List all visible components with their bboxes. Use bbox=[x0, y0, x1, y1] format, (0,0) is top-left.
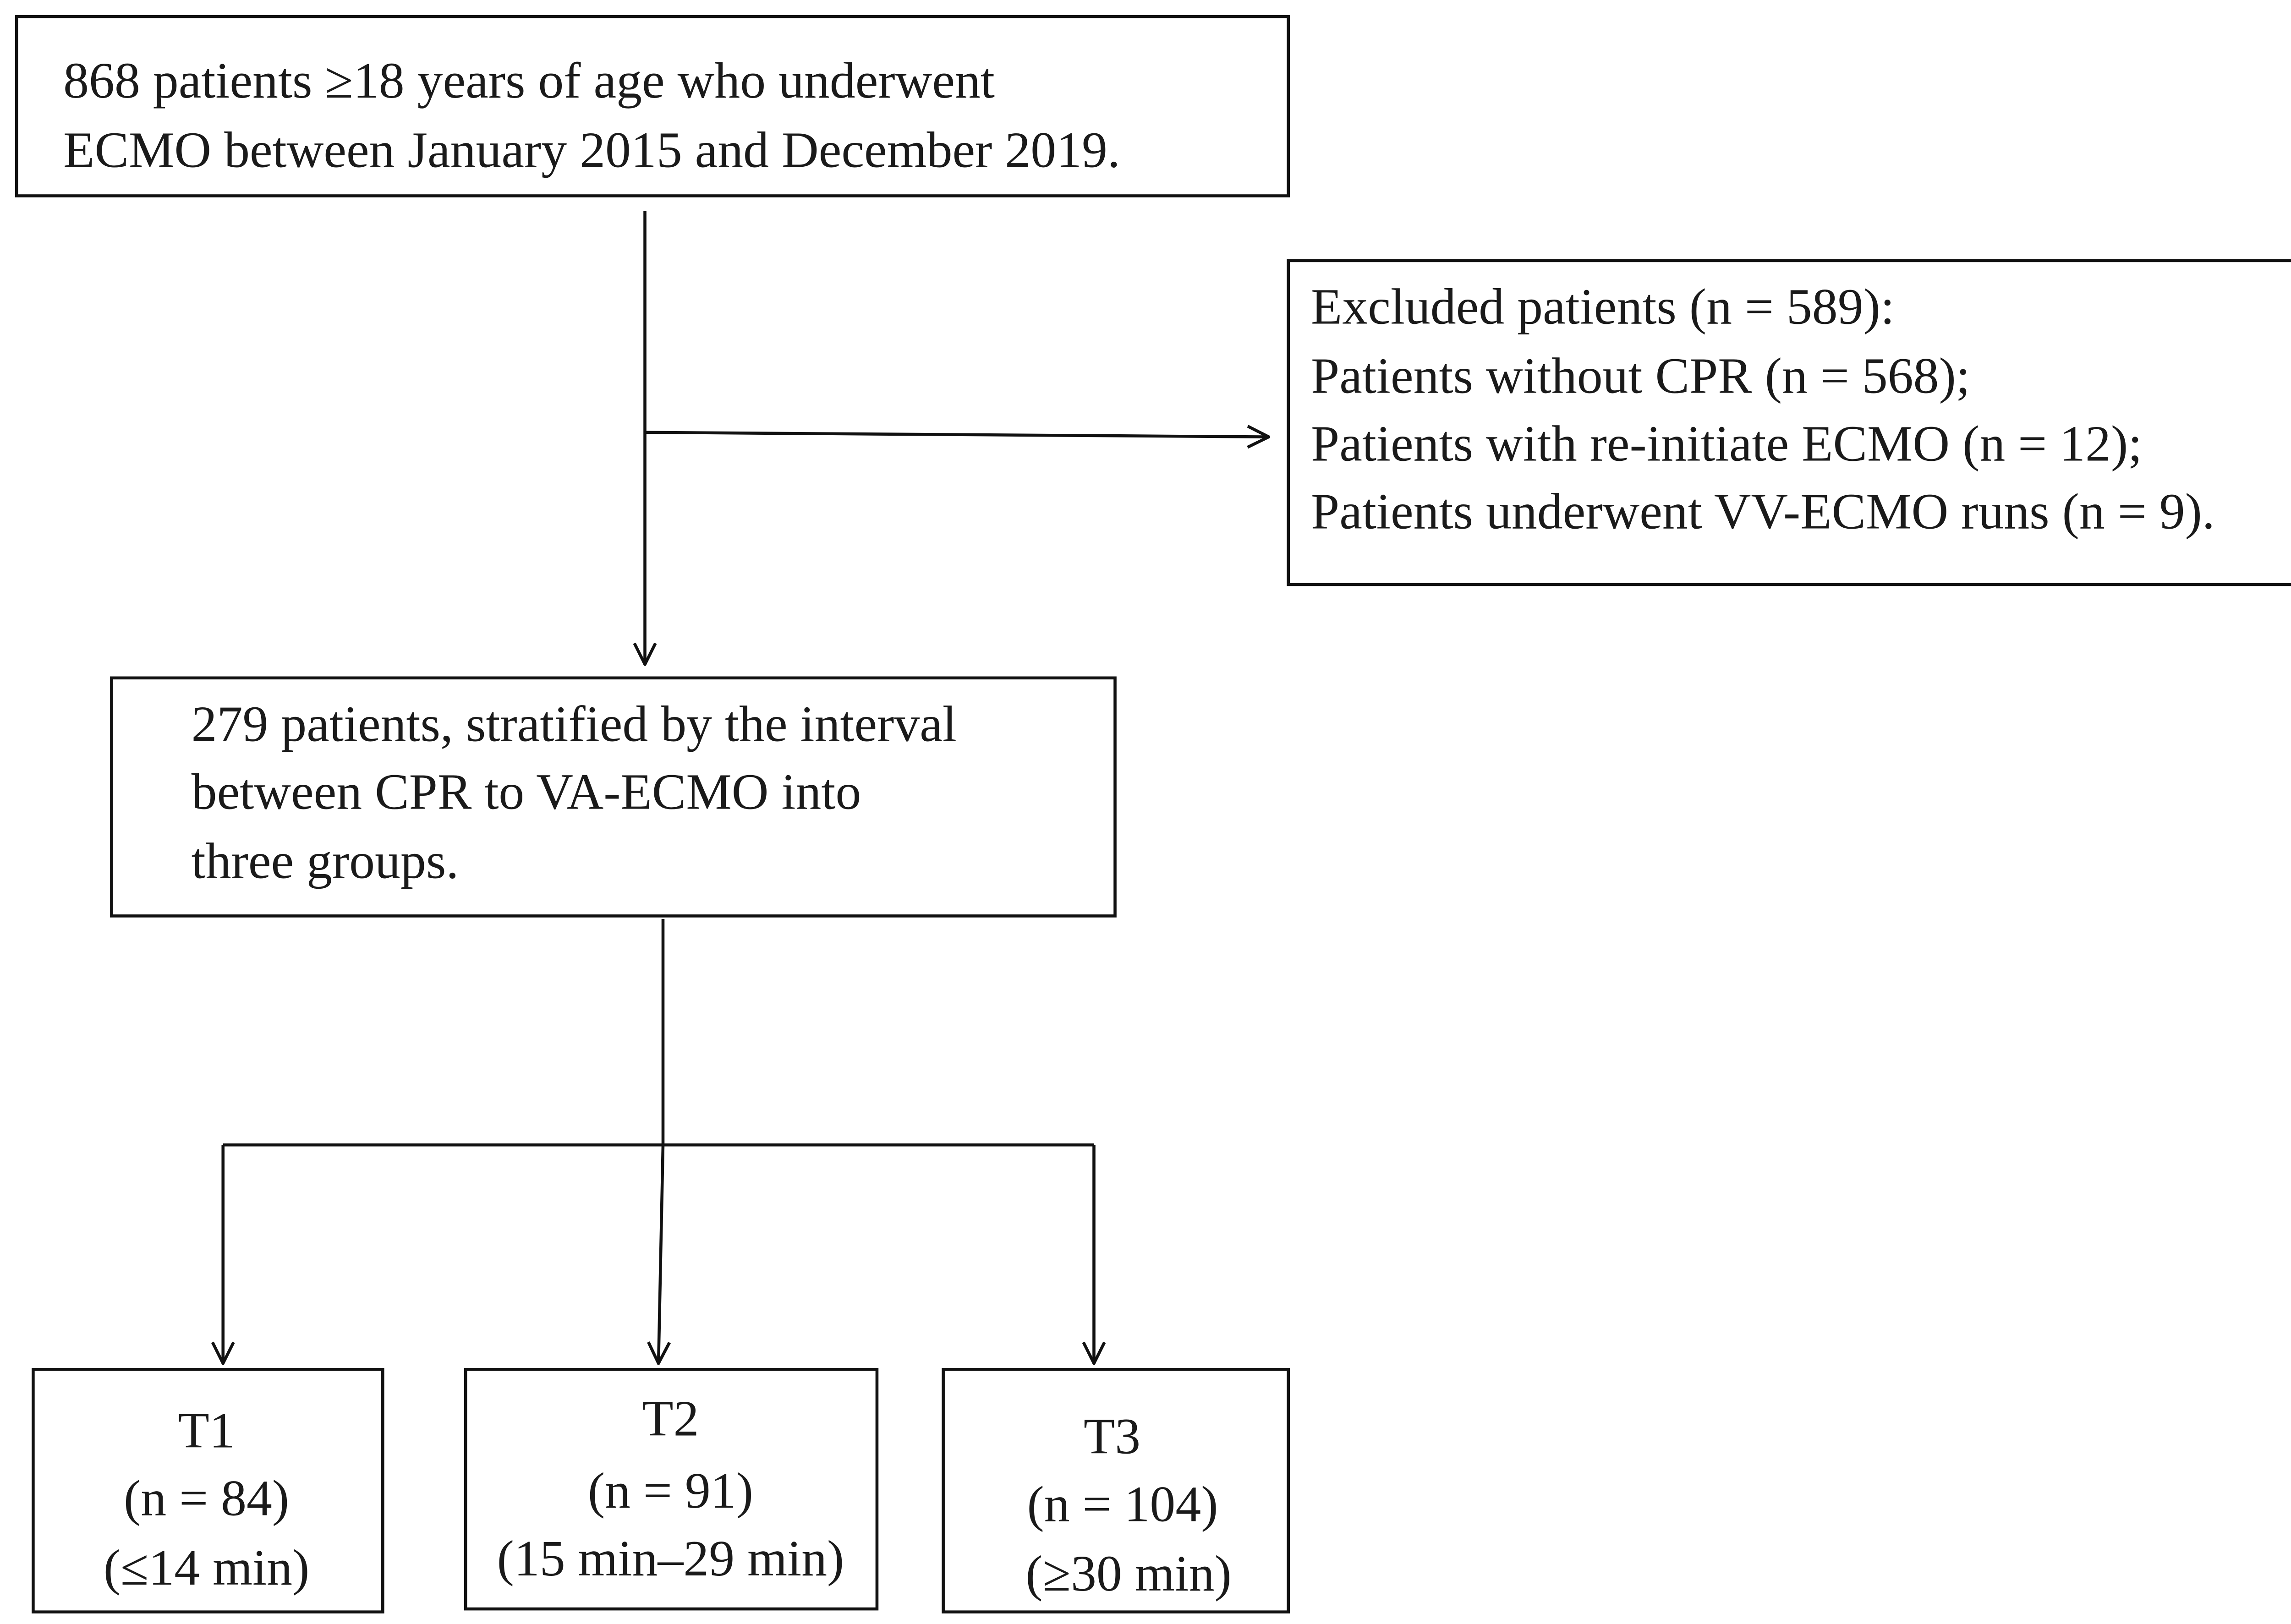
node-text: (≤14 min) bbox=[104, 1539, 309, 1596]
node-box bbox=[464, 1367, 879, 1611]
node-text: (n = 84) bbox=[124, 1470, 289, 1527]
node-text: Patients with re-initiate ECMO (n = 12); bbox=[1311, 416, 2142, 472]
node-text: Patients underwent VV-ECMO runs (n = 9). bbox=[1311, 483, 2215, 540]
node-box bbox=[1287, 259, 2291, 586]
node-box bbox=[110, 676, 1117, 918]
node-text: T3 bbox=[1084, 1408, 1140, 1465]
node-box bbox=[942, 1367, 1290, 1613]
node-text: T2 bbox=[642, 1390, 699, 1447]
node-text: (n = 91) bbox=[588, 1462, 753, 1519]
arrow bbox=[645, 432, 1269, 437]
node-text: (n = 104) bbox=[1027, 1476, 1218, 1533]
node-text: Excluded patients (n = 589): bbox=[1311, 278, 1895, 335]
node-text: between CPR to VA-ECMO into bbox=[192, 763, 861, 820]
node-text: (≥30 min) bbox=[1025, 1545, 1231, 1602]
node-text: 279 patients, stratified by the interval bbox=[192, 695, 957, 752]
node-box bbox=[32, 1367, 384, 1613]
node-text: ECMO between January 2015 and December 2… bbox=[63, 121, 1120, 178]
node-box bbox=[15, 15, 1290, 197]
arrow bbox=[658, 1145, 663, 1363]
node-text: T1 bbox=[178, 1402, 235, 1459]
node-text: 868 patients ≥18 years of age who underw… bbox=[63, 52, 995, 109]
node-text: three groups. bbox=[192, 833, 459, 890]
node-text: Patients without CPR (n = 568); bbox=[1311, 348, 1970, 405]
node-text: (15 min–29 min) bbox=[497, 1530, 844, 1587]
connectors bbox=[223, 211, 1269, 1363]
